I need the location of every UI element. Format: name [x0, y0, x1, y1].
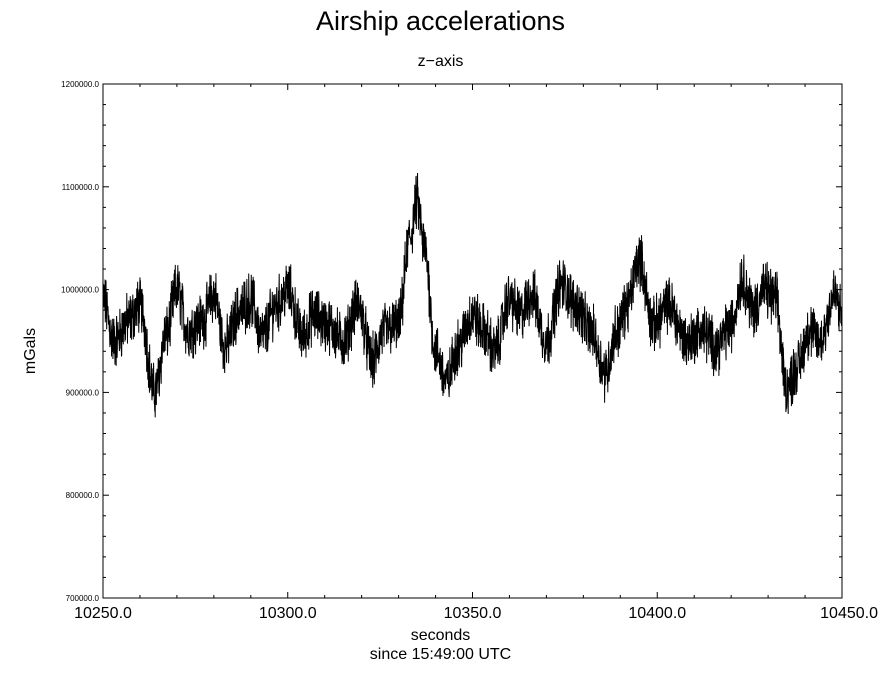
y-tick-label: 1200000.0: [61, 80, 99, 89]
x-tick-label: 10350.0: [444, 605, 502, 622]
x-axis-label-block: seconds since 15:49:00 UTC: [0, 626, 881, 664]
x-tick-label: 10450.0: [820, 605, 878, 622]
x-axis-sublabel: since 15:49:00 UTC: [369, 646, 512, 663]
chart-subtitle: z−axis: [417, 53, 464, 70]
x-tick-label: 10250.0: [74, 605, 132, 622]
x-tick-label: 10400.0: [628, 605, 686, 622]
series-line: [102, 172, 843, 418]
y-tick-label: 1000000.0: [61, 286, 99, 295]
chart-title: Airship accelerations: [315, 6, 566, 36]
x-axis-label: seconds: [410, 627, 471, 644]
y-tick-label: 900000.0: [66, 388, 100, 397]
y-tick-label: 800000.0: [66, 491, 100, 500]
x-tick-label: 10300.0: [259, 605, 317, 622]
y-tick-label: 700000.0: [66, 594, 100, 603]
y-tick-label: 1100000.0: [62, 183, 100, 192]
